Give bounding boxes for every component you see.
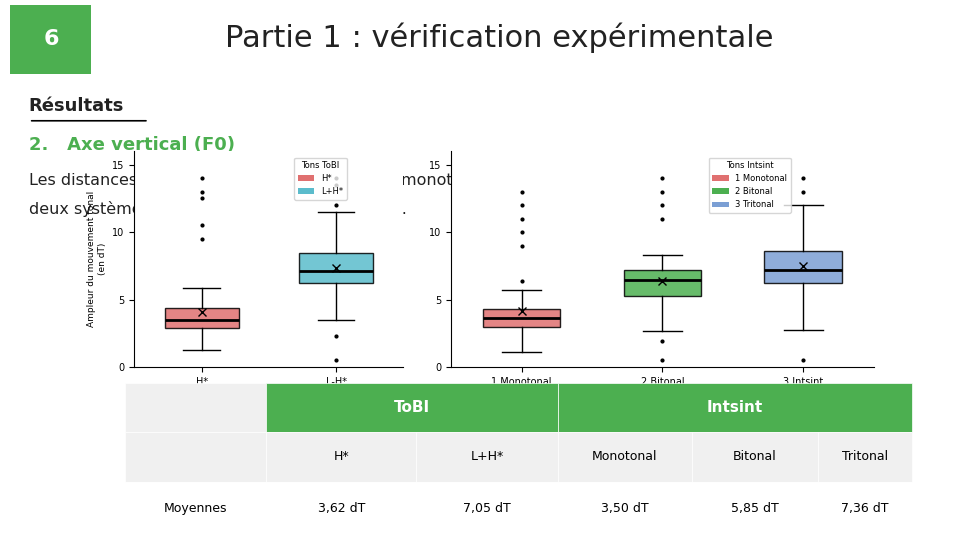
Text: 5,85 dT: 5,85 dT [731, 502, 779, 515]
FancyBboxPatch shape [267, 482, 416, 535]
FancyBboxPatch shape [267, 432, 416, 482]
FancyBboxPatch shape [691, 482, 818, 535]
Text: 6: 6 [43, 29, 59, 49]
Text: 7,36 dT: 7,36 dT [841, 502, 889, 515]
FancyBboxPatch shape [818, 482, 912, 535]
Text: ToBI: ToBI [394, 400, 430, 415]
Legend: 1 Monotonal, 2 Bitonal, 3 Tritonal: 1 Monotonal, 2 Bitonal, 3 Tritonal [708, 158, 791, 213]
PathPatch shape [624, 270, 701, 296]
FancyBboxPatch shape [416, 482, 558, 535]
PathPatch shape [764, 251, 842, 282]
FancyBboxPatch shape [691, 432, 818, 482]
FancyBboxPatch shape [818, 432, 912, 482]
Text: deux systèmes sont par conséquent similaires.: deux systèmes sont par conséquent simila… [29, 201, 407, 217]
Text: 7,05 dT: 7,05 dT [463, 502, 511, 515]
Text: Bitonal: Bitonal [732, 450, 777, 463]
PathPatch shape [165, 308, 239, 328]
Text: Résultats: Résultats [29, 97, 124, 115]
Text: H*: H* [333, 450, 349, 463]
FancyBboxPatch shape [10, 5, 91, 75]
Text: 3,50 dT: 3,50 dT [601, 502, 649, 515]
Text: 3,62 dT: 3,62 dT [318, 502, 365, 515]
Text: Monotonal: Monotonal [592, 450, 658, 463]
FancyBboxPatch shape [558, 432, 691, 482]
FancyBboxPatch shape [125, 432, 267, 482]
PathPatch shape [483, 309, 561, 327]
Text: L+H*: L+H* [470, 450, 504, 463]
Text: Tritonal: Tritonal [842, 450, 888, 463]
Y-axis label: Ampleur du mouvement tonal
(en dT): Ampleur du mouvement tonal (en dT) [87, 191, 107, 327]
Legend: H*, L+H*: H*, L+H* [295, 158, 347, 199]
FancyBboxPatch shape [267, 383, 558, 432]
Text: Intsint: Intsint [707, 400, 763, 415]
PathPatch shape [300, 253, 372, 284]
FancyBboxPatch shape [416, 432, 558, 482]
FancyBboxPatch shape [558, 482, 691, 535]
Text: Partie 1 : vérification expérimentale: Partie 1 : vérification expérimentale [225, 22, 774, 53]
Text: 2.   Axe vertical (F0): 2. Axe vertical (F0) [29, 136, 235, 154]
FancyBboxPatch shape [125, 383, 267, 432]
Text: Moyennes: Moyennes [164, 502, 228, 515]
FancyBboxPatch shape [125, 482, 267, 535]
FancyBboxPatch shape [558, 383, 912, 432]
Text: Les distances tonales parcourues par les tons monotonals et bitonals des: Les distances tonales parcourues par les… [29, 173, 618, 188]
